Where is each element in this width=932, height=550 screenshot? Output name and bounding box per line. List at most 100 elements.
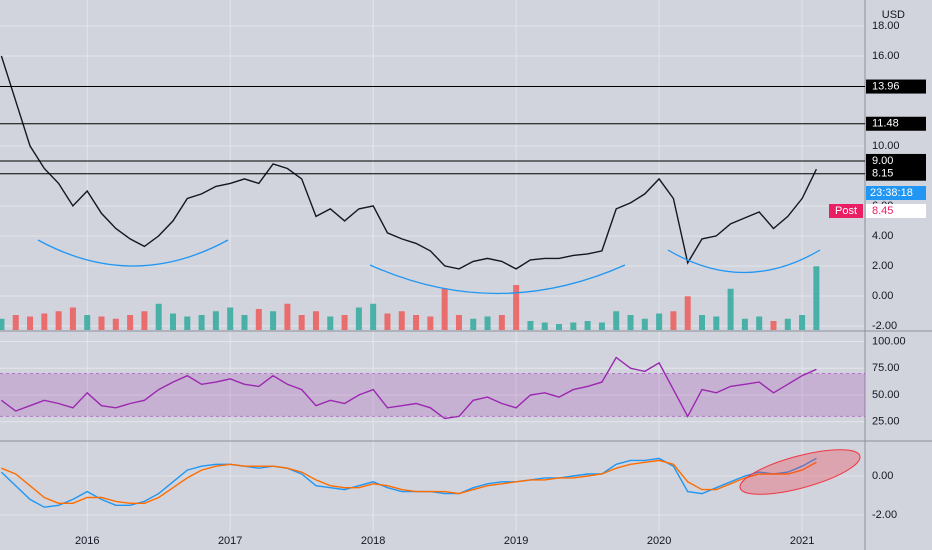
volume-bar	[184, 316, 191, 330]
volume-bar	[727, 288, 734, 330]
volume-bar	[212, 311, 219, 330]
price-level-label: 8.15	[872, 168, 893, 180]
x-tick-label: 2017	[218, 535, 242, 547]
y-tick-label: 0.00	[872, 470, 893, 482]
y-tick-label: 2.00	[872, 260, 893, 272]
volume-bar	[598, 322, 605, 330]
volume-bar	[770, 321, 777, 330]
arc-annotation	[667, 249, 821, 274]
price-level-box	[866, 166, 926, 181]
volume-bar	[255, 309, 262, 330]
volume-bar	[584, 321, 591, 330]
countdown-box	[866, 186, 926, 200]
arc-annotation	[37, 239, 229, 267]
y-tick-label: 16.00	[872, 50, 900, 62]
volume-bar	[170, 313, 176, 330]
volume-bar	[198, 315, 205, 330]
y-tick-label: 4.00	[872, 230, 893, 242]
arc-annotation	[369, 264, 626, 295]
volume-bar	[12, 315, 19, 330]
post-price-box	[866, 204, 926, 218]
volume-bar	[756, 316, 763, 330]
volume-bar	[312, 311, 319, 330]
volume-bar	[370, 303, 377, 330]
countdown: 23:38:18	[870, 187, 913, 199]
volume-bar	[670, 311, 677, 330]
y-tick-label: 50.00	[872, 389, 900, 401]
volume-bar	[270, 311, 277, 330]
x-tick-label: 2021	[790, 535, 814, 547]
volume-bar	[627, 315, 634, 330]
y-tick-label: 100.00	[872, 335, 906, 347]
y-tick-label: 75.00	[872, 362, 900, 374]
volume-bar	[27, 316, 34, 330]
volume-bar	[513, 285, 520, 330]
plot-area	[0, 55, 865, 508]
price-level-label: 9.00	[872, 155, 893, 167]
volume-bar	[527, 321, 534, 330]
volume-bar	[455, 315, 462, 330]
y-tick-label: -2.00	[872, 509, 897, 521]
volume-bar	[327, 316, 334, 330]
x-tick-label: 2020	[647, 535, 671, 547]
post-tag-box	[829, 204, 863, 218]
volume-bar	[784, 318, 791, 330]
series-line	[0, 356, 817, 420]
volume-bar	[41, 313, 48, 330]
y-tick-label: 10.00	[872, 140, 900, 152]
volume-bar	[84, 315, 91, 330]
volume-bar	[484, 316, 491, 330]
volume-bar	[541, 322, 548, 330]
y-tick-label: 25.00	[872, 416, 900, 428]
volume-bar	[799, 315, 806, 330]
y-tick-label: 0.00	[872, 290, 893, 302]
volume-bar	[227, 307, 234, 330]
volume-bar	[0, 318, 5, 330]
currency-label: USD	[882, 9, 905, 21]
volume-bar	[98, 316, 105, 330]
volume-bar	[69, 307, 76, 330]
volume-bar	[613, 311, 620, 330]
volume-bar	[112, 318, 119, 330]
volume-bar	[241, 315, 248, 330]
volume-bar	[570, 322, 577, 330]
volume-bar	[141, 311, 148, 330]
ellipse-annotation	[739, 449, 861, 495]
volume-bar	[355, 307, 362, 330]
volume-bar	[55, 311, 62, 330]
volume-bar	[813, 266, 820, 330]
volume-bar	[155, 303, 162, 330]
volume-bar	[713, 316, 720, 330]
x-tick-label: 2018	[361, 535, 385, 547]
volume-bar	[284, 303, 291, 330]
price-level-box	[866, 116, 926, 131]
post-tag: Post	[835, 205, 857, 217]
volume-bar	[127, 315, 134, 330]
price-level-box	[866, 79, 926, 94]
volume-bar	[741, 318, 748, 330]
y-tick-label: 18.00	[872, 20, 900, 32]
x-tick-label: 2016	[75, 535, 99, 547]
volume-bar	[384, 313, 391, 330]
volume-bar	[298, 315, 305, 330]
price-level-label: 11.48	[872, 118, 899, 130]
volume-bar	[470, 318, 477, 330]
volume-bar	[341, 315, 348, 330]
price-level-box	[866, 153, 926, 168]
series-line	[0, 55, 818, 270]
volume-bar	[398, 311, 405, 330]
volume-bar	[684, 296, 691, 330]
volume-bar	[498, 315, 505, 330]
volume-bar	[699, 315, 706, 330]
volume-bar	[656, 313, 663, 330]
grid	[0, 0, 865, 532]
x-tick-label: 2019	[504, 535, 528, 547]
post-price: 8.45	[872, 205, 893, 217]
volume-bar	[641, 318, 648, 330]
volume-bar	[441, 288, 448, 330]
series-line	[1, 459, 817, 504]
price-level-label: 13.96	[872, 80, 900, 92]
volume-bar	[556, 324, 563, 330]
